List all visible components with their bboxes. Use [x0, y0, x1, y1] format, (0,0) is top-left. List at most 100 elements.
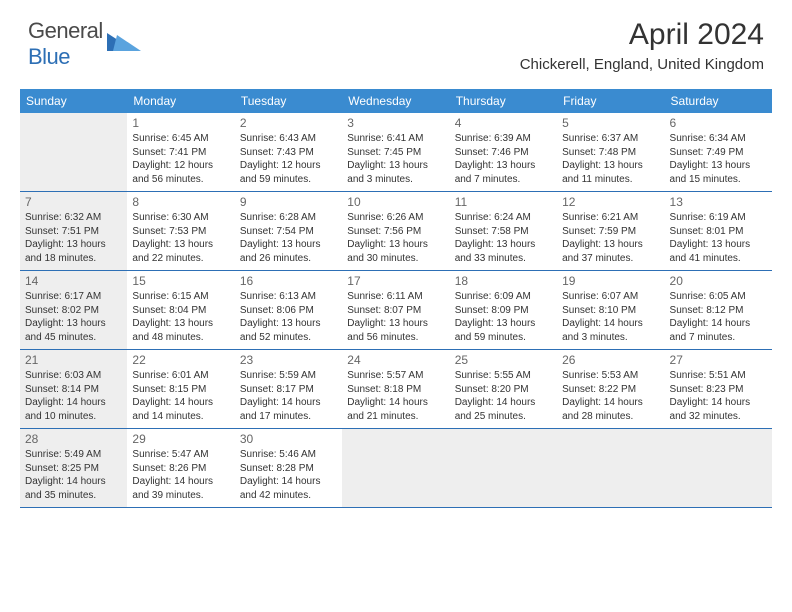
cell-line-daylight1: Daylight: 14 hours [670, 396, 767, 410]
calendar-cell: 27Sunrise: 5:51 AMSunset: 8:23 PMDayligh… [665, 350, 772, 428]
cell-line-daylight2: and 3 minutes. [562, 331, 659, 345]
cell-line-daylight2: and 48 minutes. [132, 331, 229, 345]
cell-line-daylight2: and 33 minutes. [455, 252, 552, 266]
cell-line-sunset: Sunset: 7:59 PM [562, 225, 659, 239]
day-number: 7 [25, 194, 122, 210]
cell-line-sunrise: Sunrise: 5:51 AM [670, 369, 767, 383]
calendar-week: 28Sunrise: 5:49 AMSunset: 8:25 PMDayligh… [20, 429, 772, 508]
cell-line-sunset: Sunset: 8:09 PM [455, 304, 552, 318]
day-number: 30 [240, 431, 337, 447]
day-number: 3 [347, 115, 444, 131]
calendar-cell: 1Sunrise: 6:45 AMSunset: 7:41 PMDaylight… [127, 113, 234, 191]
cell-line-daylight1: Daylight: 13 hours [25, 238, 122, 252]
cell-line-sunrise: Sunrise: 6:01 AM [132, 369, 229, 383]
cell-line-sunrise: Sunrise: 5:47 AM [132, 448, 229, 462]
cell-line-sunrise: Sunrise: 6:11 AM [347, 290, 444, 304]
cell-line-sunrise: Sunrise: 6:09 AM [455, 290, 552, 304]
cell-line-daylight1: Daylight: 14 hours [25, 475, 122, 489]
cell-line-sunset: Sunset: 7:41 PM [132, 146, 229, 160]
day-number: 24 [347, 352, 444, 368]
cell-line-daylight2: and 7 minutes. [455, 173, 552, 187]
logo: General Blue [28, 18, 141, 70]
cell-line-daylight1: Daylight: 13 hours [562, 159, 659, 173]
calendar-week: 14Sunrise: 6:17 AMSunset: 8:02 PMDayligh… [20, 271, 772, 350]
cell-line-sunrise: Sunrise: 5:49 AM [25, 448, 122, 462]
cell-line-sunrise: Sunrise: 6:34 AM [670, 132, 767, 146]
calendar-cell: 28Sunrise: 5:49 AMSunset: 8:25 PMDayligh… [20, 429, 127, 507]
cell-line-daylight2: and 59 minutes. [240, 173, 337, 187]
cell-line-daylight2: and 35 minutes. [25, 489, 122, 503]
cell-line-sunset: Sunset: 8:22 PM [562, 383, 659, 397]
calendar-cell: 22Sunrise: 6:01 AMSunset: 8:15 PMDayligh… [127, 350, 234, 428]
calendar-cell: 6Sunrise: 6:34 AMSunset: 7:49 PMDaylight… [665, 113, 772, 191]
cell-line-sunset: Sunset: 8:07 PM [347, 304, 444, 318]
cell-line-sunset: Sunset: 8:01 PM [670, 225, 767, 239]
calendar-week: 21Sunrise: 6:03 AMSunset: 8:14 PMDayligh… [20, 350, 772, 429]
title-block: April 2024 Chickerell, England, United K… [520, 18, 764, 73]
cell-line-daylight2: and 17 minutes. [240, 410, 337, 424]
calendar-cell: 3Sunrise: 6:41 AMSunset: 7:45 PMDaylight… [342, 113, 449, 191]
cell-line-sunset: Sunset: 8:10 PM [562, 304, 659, 318]
cell-line-sunrise: Sunrise: 6:30 AM [132, 211, 229, 225]
calendar-cell: 14Sunrise: 6:17 AMSunset: 8:02 PMDayligh… [20, 271, 127, 349]
day-number: 15 [132, 273, 229, 289]
calendar-cell: 13Sunrise: 6:19 AMSunset: 8:01 PMDayligh… [665, 192, 772, 270]
calendar-cell: 15Sunrise: 6:15 AMSunset: 8:04 PMDayligh… [127, 271, 234, 349]
calendar-cell: 7Sunrise: 6:32 AMSunset: 7:51 PMDaylight… [20, 192, 127, 270]
calendar-cell [665, 429, 772, 507]
day-number: 17 [347, 273, 444, 289]
cell-line-daylight1: Daylight: 13 hours [562, 238, 659, 252]
cell-line-daylight2: and 56 minutes. [132, 173, 229, 187]
calendar-cell: 20Sunrise: 6:05 AMSunset: 8:12 PMDayligh… [665, 271, 772, 349]
cell-line-daylight2: and 11 minutes. [562, 173, 659, 187]
cell-line-daylight1: Daylight: 12 hours [132, 159, 229, 173]
cell-line-daylight2: and 15 minutes. [670, 173, 767, 187]
cell-line-daylight1: Daylight: 13 hours [670, 238, 767, 252]
cell-line-sunrise: Sunrise: 6:43 AM [240, 132, 337, 146]
cell-line-daylight2: and 37 minutes. [562, 252, 659, 266]
cell-line-daylight2: and 22 minutes. [132, 252, 229, 266]
cell-line-sunrise: Sunrise: 6:13 AM [240, 290, 337, 304]
cell-line-sunrise: Sunrise: 6:17 AM [25, 290, 122, 304]
day-number: 23 [240, 352, 337, 368]
cell-line-daylight1: Daylight: 14 hours [132, 396, 229, 410]
logo-general: General [28, 18, 103, 43]
day-number: 21 [25, 352, 122, 368]
day-number: 5 [562, 115, 659, 131]
day-number: 13 [670, 194, 767, 210]
cell-line-daylight1: Daylight: 14 hours [25, 396, 122, 410]
cell-line-daylight2: and 39 minutes. [132, 489, 229, 503]
calendar-cell: 30Sunrise: 5:46 AMSunset: 8:28 PMDayligh… [235, 429, 342, 507]
cell-line-daylight2: and 59 minutes. [455, 331, 552, 345]
day-number: 26 [562, 352, 659, 368]
calendar-cell: 25Sunrise: 5:55 AMSunset: 8:20 PMDayligh… [450, 350, 557, 428]
day-number: 8 [132, 194, 229, 210]
cell-line-sunrise: Sunrise: 5:55 AM [455, 369, 552, 383]
cell-line-sunset: Sunset: 8:14 PM [25, 383, 122, 397]
day-header-cell: Wednesday [342, 89, 449, 113]
day-number: 25 [455, 352, 552, 368]
cell-line-sunset: Sunset: 8:26 PM [132, 462, 229, 476]
cell-line-sunset: Sunset: 7:48 PM [562, 146, 659, 160]
cell-line-sunset: Sunset: 7:43 PM [240, 146, 337, 160]
cell-line-sunset: Sunset: 8:12 PM [670, 304, 767, 318]
cell-line-daylight1: Daylight: 13 hours [347, 159, 444, 173]
cell-line-sunset: Sunset: 8:28 PM [240, 462, 337, 476]
cell-line-daylight2: and 25 minutes. [455, 410, 552, 424]
cell-line-daylight1: Daylight: 14 hours [240, 475, 337, 489]
cell-line-sunrise: Sunrise: 5:59 AM [240, 369, 337, 383]
cell-line-daylight1: Daylight: 13 hours [455, 317, 552, 331]
cell-line-daylight1: Daylight: 13 hours [132, 238, 229, 252]
calendar-cell [450, 429, 557, 507]
calendar-cell: 23Sunrise: 5:59 AMSunset: 8:17 PMDayligh… [235, 350, 342, 428]
day-header-cell: Sunday [20, 89, 127, 113]
calendar-cell: 19Sunrise: 6:07 AMSunset: 8:10 PMDayligh… [557, 271, 664, 349]
cell-line-sunrise: Sunrise: 5:57 AM [347, 369, 444, 383]
cell-line-daylight1: Daylight: 13 hours [347, 238, 444, 252]
cell-line-sunrise: Sunrise: 5:53 AM [562, 369, 659, 383]
cell-line-sunset: Sunset: 7:51 PM [25, 225, 122, 239]
day-number: 1 [132, 115, 229, 131]
cell-line-sunrise: Sunrise: 6:03 AM [25, 369, 122, 383]
day-number: 20 [670, 273, 767, 289]
cell-line-daylight2: and 3 minutes. [347, 173, 444, 187]
